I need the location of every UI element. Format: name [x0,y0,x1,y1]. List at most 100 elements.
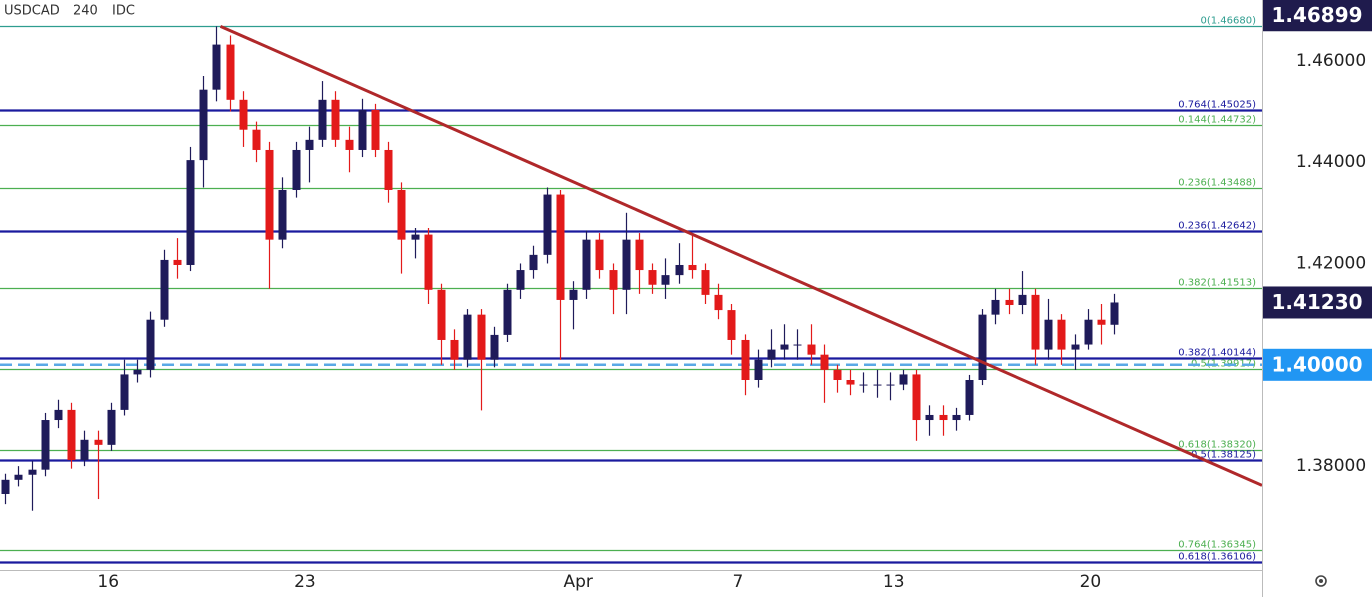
candle-body [450,339,459,360]
candle [767,329,776,368]
candle-body [252,129,261,150]
candle [120,359,129,416]
candle-body [278,190,287,240]
candle-body [371,109,380,150]
candle [925,405,934,436]
candle [1057,314,1066,365]
candle-body [80,439,89,461]
price-badge [1263,286,1372,319]
candle-body [925,414,934,421]
candle-body [912,374,921,421]
candle [952,407,961,431]
candle [1031,288,1040,365]
candle-body [886,384,895,386]
candle-body [688,264,697,271]
candle [397,182,406,274]
candle [490,326,499,368]
x-tick-label: 7 [733,572,744,592]
candle [635,233,644,294]
candle [318,81,327,147]
candle-body [1071,344,1080,350]
candle [199,76,208,188]
candle-body [529,254,538,271]
candle-body [384,149,393,190]
candle [609,263,618,315]
candle [714,283,723,320]
settings-icon[interactable] [1315,575,1327,587]
candle-body [67,409,76,461]
candle [173,238,182,279]
candle [741,334,750,396]
candle-body [265,149,274,240]
candle-body [345,139,354,150]
candle-body [582,239,591,290]
candle-body [965,380,974,415]
candle [28,461,37,511]
candle [569,281,578,330]
candle [252,121,261,163]
candle [595,233,604,279]
fib-label: 0.5(1.39917) [1191,359,1256,370]
price-badge-label: 1.40000 [1271,352,1362,376]
candle [107,402,116,451]
price-badge-label: 1.46899 [1271,3,1362,27]
axes: 1.38000 1.40000 1.42000 1.44000 1.46000 16 23 A… [97,0,1372,592]
price-badge-label: 1.41230 [1271,290,1362,314]
candle [1071,334,1080,370]
candle-body [767,349,776,360]
candle [516,263,525,299]
candle-body [1044,319,1053,350]
source: IDC [112,4,135,19]
candle [424,228,433,304]
candle-body [543,194,552,255]
candle-body [661,275,670,285]
candle-body [1057,319,1066,350]
candle-body [292,149,301,190]
candle-body [991,299,1000,315]
candle [807,324,816,365]
candle [1,473,10,505]
candle [688,233,697,279]
candle [212,26,221,102]
candle [1018,271,1027,315]
candle-body [28,469,37,475]
candle-body [186,160,195,265]
candle-body [463,314,472,360]
candle-body [173,259,182,265]
candle [701,263,710,304]
candle-body [199,89,208,161]
fib-label: 0.764(1.36345) [1178,540,1256,551]
candle-body [648,270,657,285]
x-tick-label: 23 [294,572,316,592]
candle-body [14,474,23,480]
fib-label: 0.236(1.42642) [1178,221,1256,232]
candle-body [1084,319,1093,345]
candle [727,304,736,355]
candle [833,364,842,393]
candle-body [793,344,802,346]
candle-body [978,314,987,380]
candle-body [318,99,327,140]
candle [331,91,340,147]
candle [463,309,472,368]
candle [1084,309,1093,350]
candle [939,405,948,436]
y-tick-label: 1.42000 [1296,253,1366,273]
candle [305,126,314,183]
candle-body [424,234,433,290]
candle [793,329,802,360]
candle-body [146,319,155,370]
y-tick-label: 1.38000 [1296,456,1366,476]
candle [186,146,195,272]
candle [160,249,169,327]
y-tick-label: 1.46000 [1296,51,1366,71]
candle-body [873,384,882,386]
candle-body [1097,319,1106,325]
candle [886,372,895,401]
candle [1097,304,1106,345]
fib-label: 0.382(1.40144) [1178,348,1256,359]
fib-label: 0.618(1.38320) [1178,440,1256,451]
candle-body [133,369,142,375]
candle [278,177,287,249]
